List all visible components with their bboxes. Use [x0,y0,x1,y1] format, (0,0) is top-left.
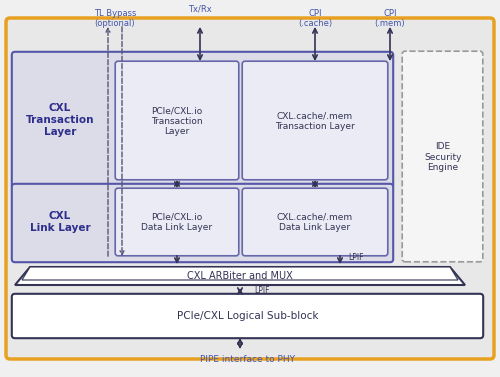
Text: CXL.cache/.mem
Transaction Layer: CXL.cache/.mem Transaction Layer [275,111,355,131]
Text: PIPE interface to PHY: PIPE interface to PHY [200,354,296,363]
FancyBboxPatch shape [12,52,393,188]
Text: PCIe/CXL Logical Sub-block: PCIe/CXL Logical Sub-block [177,311,319,321]
FancyBboxPatch shape [242,61,388,180]
Text: CXL ARBiter and MUX: CXL ARBiter and MUX [187,271,293,281]
Text: CXL
Link Layer: CXL Link Layer [30,211,90,233]
FancyBboxPatch shape [12,294,483,338]
Text: PCIe/CXL.io
Transaction
Layer: PCIe/CXL.io Transaction Layer [151,106,203,136]
FancyBboxPatch shape [6,18,494,359]
Text: Tx/Rx: Tx/Rx [188,5,212,14]
Text: LPIF: LPIF [348,253,364,262]
FancyBboxPatch shape [12,184,393,262]
Text: CXL
Transaction
Layer: CXL Transaction Layer [26,103,94,136]
Text: CPI
(.cache): CPI (.cache) [298,9,332,28]
Text: CXL.cache/.mem
Data Link Layer: CXL.cache/.mem Data Link Layer [277,212,353,232]
Polygon shape [22,267,458,280]
FancyBboxPatch shape [402,51,483,262]
Text: TL Bypass
(optional): TL Bypass (optional) [94,9,136,28]
FancyBboxPatch shape [115,188,239,256]
Text: CPI
(.mem): CPI (.mem) [374,9,406,28]
Text: LPIF: LPIF [254,286,270,295]
Text: IDE
Security
Engine: IDE Security Engine [424,142,462,172]
Text: PCIe/CXL.io
Data Link Layer: PCIe/CXL.io Data Link Layer [142,212,212,232]
Polygon shape [15,267,465,285]
FancyBboxPatch shape [115,61,239,180]
FancyBboxPatch shape [242,188,388,256]
